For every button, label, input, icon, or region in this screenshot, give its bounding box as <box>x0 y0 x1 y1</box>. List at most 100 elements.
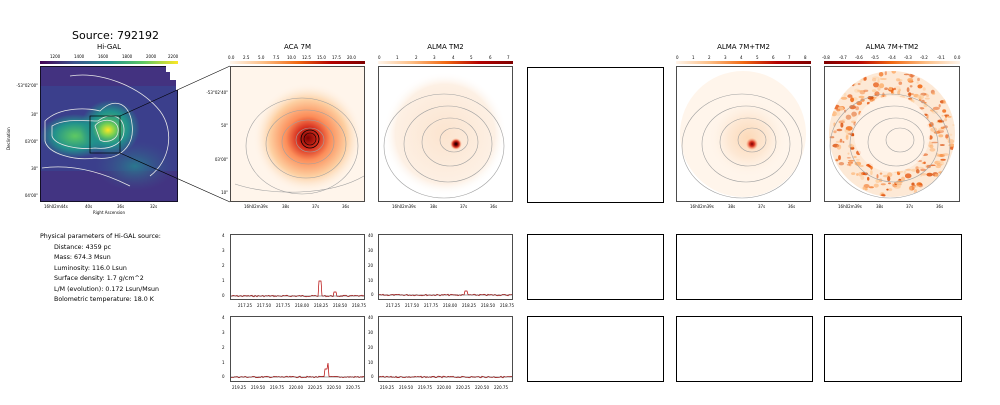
speckle-blob <box>894 182 897 185</box>
x-tick: 218.25 <box>462 303 476 308</box>
y-tick: 30 <box>368 330 374 335</box>
aca7m-map <box>230 66 365 202</box>
spectrum-tm2-row1 <box>378 234 513 300</box>
param-mass: Mass: 674.3 Msun <box>54 254 111 261</box>
speckle-blob <box>920 168 927 172</box>
y-tick: 4 <box>222 315 225 320</box>
y-tick: 40 <box>368 315 374 320</box>
x-tick: 220.00 <box>437 385 451 390</box>
speckle-blob <box>881 194 886 197</box>
speckle-blob <box>949 133 953 136</box>
speckle-blob <box>884 87 888 90</box>
y-tick: 40 <box>368 233 374 238</box>
speckle-blob <box>937 160 944 163</box>
speckle-blob <box>941 115 944 117</box>
speckle-blob <box>851 120 857 124</box>
speckle-blob <box>931 92 936 95</box>
colorbar-tick: 6 <box>489 55 492 60</box>
alma7mtm2-title: ALMA 7M+TM2 <box>717 43 770 51</box>
x-tick: 16h02m39s <box>690 204 714 209</box>
x-tick: 36s <box>936 204 944 209</box>
speckle-blob <box>903 170 907 175</box>
aca7m-title: ACA 7M <box>283 43 312 51</box>
speckle-blob <box>908 186 912 191</box>
y-tick: 30" <box>31 166 38 171</box>
speckle-blob <box>925 94 930 97</box>
speckle-blob <box>863 172 868 176</box>
speckle-blob <box>934 173 939 177</box>
aca7m-colorbar <box>230 61 365 64</box>
colorbar-tick: 1200 <box>50 54 61 59</box>
x-tick: 38s <box>430 204 438 209</box>
speckle-blob <box>871 89 877 93</box>
speckle-blob <box>917 84 923 89</box>
speckle-blob <box>906 87 910 93</box>
speckle-blob <box>833 130 837 134</box>
speckle-blob <box>887 176 891 182</box>
speckle-blob <box>895 78 901 82</box>
empty-panel <box>527 67 664 203</box>
speckle-blob <box>882 92 885 98</box>
colorbar-tick: 7 <box>788 55 791 60</box>
speckle-blob <box>940 158 946 161</box>
speckle-blob <box>845 114 852 120</box>
speckle-blob <box>840 96 848 100</box>
empty-spectrum-panel <box>824 316 962 382</box>
speckle-blob <box>886 188 889 191</box>
speckle-blob <box>838 120 845 124</box>
speckle-blob <box>873 82 879 88</box>
speckle-blob <box>888 182 891 185</box>
speckle-blob <box>945 134 949 139</box>
x-tick: 36s <box>342 204 350 209</box>
y-tick: 1 <box>222 360 225 365</box>
speckle-blob <box>917 77 920 82</box>
x-tick: 218.25 <box>314 303 328 308</box>
speckle-blob <box>835 159 839 162</box>
speckle-blob <box>907 78 912 82</box>
speckle-blob <box>838 162 845 166</box>
colorbar-tick: 2 <box>708 55 711 60</box>
higal-y-ticks: -53°02'00" 30" 03'00" 30" 04'00" <box>2 66 40 202</box>
x-tick: 16h02m39s <box>838 204 862 209</box>
colorbar-tick: -0.7 <box>839 55 847 60</box>
speckle-blob <box>879 83 885 89</box>
speckle-blob <box>909 85 913 88</box>
param-surface-density: Surface density: 1.7 g/cm^2 <box>54 275 144 282</box>
higal-title: Hi-GAL <box>96 43 122 51</box>
empty-spectrum-panel <box>527 234 664 300</box>
speckle-blob <box>915 166 919 170</box>
speckle-blob <box>877 85 881 91</box>
colorbar-tick: 12.5 <box>302 55 311 60</box>
speckle-blob <box>903 73 910 76</box>
speckle-blob <box>894 86 901 91</box>
colorbar-tick: 1800 <box>122 54 133 59</box>
speckle-blob <box>848 144 855 149</box>
speckle-blob <box>854 161 862 166</box>
almatm2-title: ALMA TM2 <box>427 43 464 51</box>
colorbar-tick: 10.0 <box>287 55 296 60</box>
colorbar-tick: 2000 <box>146 54 157 59</box>
speckle-blob <box>855 159 860 161</box>
y-tick: 2 <box>222 263 225 268</box>
speckle-blob <box>922 87 926 91</box>
colorbar-tick: 1400 <box>74 54 85 59</box>
x-tick: 32s <box>150 204 158 209</box>
y-tick: 3 <box>222 330 225 335</box>
x-tick: 220.00 <box>289 385 303 390</box>
y-tick: 03'00" <box>24 139 38 144</box>
speckle-blob <box>852 114 855 118</box>
speckle-blob <box>904 173 912 179</box>
speckle-blob <box>857 90 864 92</box>
speckle-blob <box>932 106 940 110</box>
y-tick: 0 <box>222 293 225 298</box>
colorbar-tick: 17.5 <box>332 55 341 60</box>
speckle-blob <box>845 135 849 140</box>
x-tick: 220.50 <box>475 385 489 390</box>
x-tick: 217.50 <box>257 303 271 308</box>
speckle-blob <box>878 72 884 77</box>
speckle-blob <box>868 186 874 189</box>
aca7m-y-ticks: -53°02'40" 50" 03'00" 10" <box>190 66 230 202</box>
x-tick: 36s <box>117 204 125 209</box>
speckle-blob <box>858 172 863 177</box>
speckle-blob <box>909 185 915 191</box>
